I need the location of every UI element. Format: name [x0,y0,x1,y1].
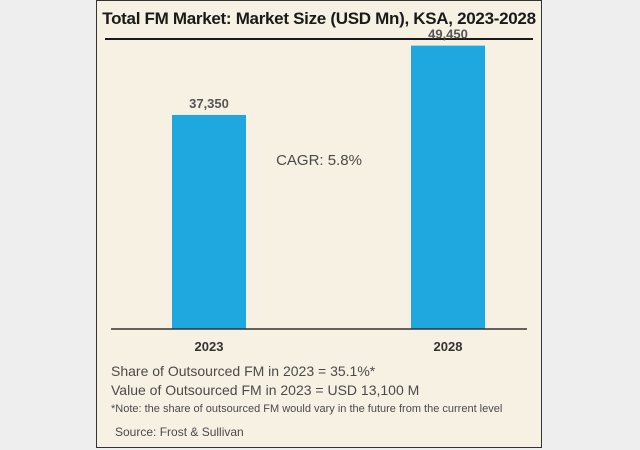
x-tick-label-2028: 2028 [434,339,463,354]
title-divider [105,38,533,40]
bar-2028 [411,45,485,329]
data-label-2023: 37,350 [189,96,229,111]
chart-title: Total FM Market: Market Size (USD Mn), K… [102,9,536,28]
note-share: Share of Outsourced FM in 2023 = 35.1%* [111,363,376,379]
note-value: Value of Outsourced FM in 2023 = USD 13,… [111,382,420,398]
chart-panel: Total FM Market: Market Size (USD Mn), K… [96,0,542,448]
cagr-annotation: CAGR: 5.8% [276,152,362,169]
note-footnote: *Note: the share of outsourced FM would … [111,403,503,415]
source-label: Source: Frost & Sullivan [115,425,244,439]
notes-block: Share of Outsourced FM in 2023 = 35.1%* … [111,362,502,417]
data-label-2028: 49,450 [428,27,468,42]
x-tick-label-2023: 2023 [195,339,224,354]
bar-2023 [172,114,246,329]
bar-chart: 37,350 2023 49,450 2028 CAGR: 5.8% [111,27,527,354]
